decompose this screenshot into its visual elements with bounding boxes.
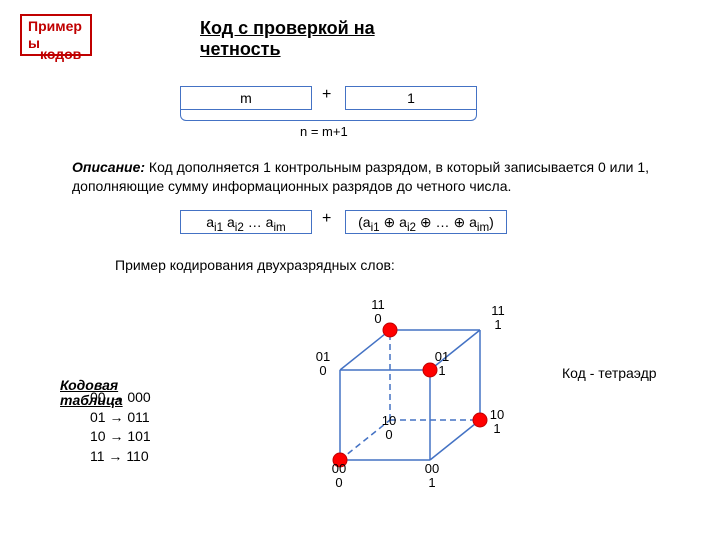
- description-text: Код дополняется 1 контрольным разрядом, …: [72, 159, 649, 194]
- examples-badge: Пример ы кодов: [20, 14, 92, 56]
- code-row: 00 → 000: [90, 388, 151, 408]
- under-bracket: [180, 110, 477, 121]
- vlabel-110: 110: [368, 298, 388, 325]
- vlabel-100: 100: [379, 414, 399, 441]
- vlabel-111: 111: [488, 304, 508, 331]
- box-1: 1: [345, 86, 477, 110]
- code-row: 11 → 110: [90, 447, 151, 467]
- plus-2: +: [322, 210, 331, 228]
- ai-left-text: ai1 ai2 … aim: [206, 214, 286, 230]
- page-title: Код с проверкой на четность: [200, 18, 460, 60]
- badge-line2: ы: [28, 35, 40, 51]
- badge-line1: Пример: [28, 18, 82, 34]
- side-note: Код - тетраэдр: [562, 364, 682, 383]
- plus-1: +: [322, 86, 331, 104]
- box-ai-right: (ai1 ⊕ ai2 ⊕ … ⊕ aim): [345, 210, 507, 234]
- vlabel-010: 010: [313, 350, 333, 377]
- box-ai-left: ai1 ai2 … aim: [180, 210, 312, 234]
- ai-right-text: (ai1 ⊕ ai2 ⊕ … ⊕ aim): [358, 214, 494, 230]
- code-row: 01 → 011: [90, 408, 151, 428]
- under-label: n = m+1: [300, 124, 348, 139]
- vlabel-001: 001: [422, 462, 442, 489]
- vlabel-000: 000: [329, 462, 349, 489]
- description-paragraph: Описание: Код дополняется 1 контрольным …: [72, 158, 662, 196]
- code-row: 10 → 101: [90, 427, 151, 447]
- description-label: Описание:: [72, 159, 145, 175]
- vlabel-011: 011: [432, 350, 452, 377]
- badge-line3: кодов: [40, 46, 81, 63]
- example-heading: Пример кодирования двухразрядных слов:: [115, 256, 435, 275]
- vlabel-101: 101: [487, 408, 507, 435]
- box-m: m: [180, 86, 312, 110]
- code-table-rows-block: 00 → 000 01 → 011 10 → 101 11 → 110: [90, 388, 151, 466]
